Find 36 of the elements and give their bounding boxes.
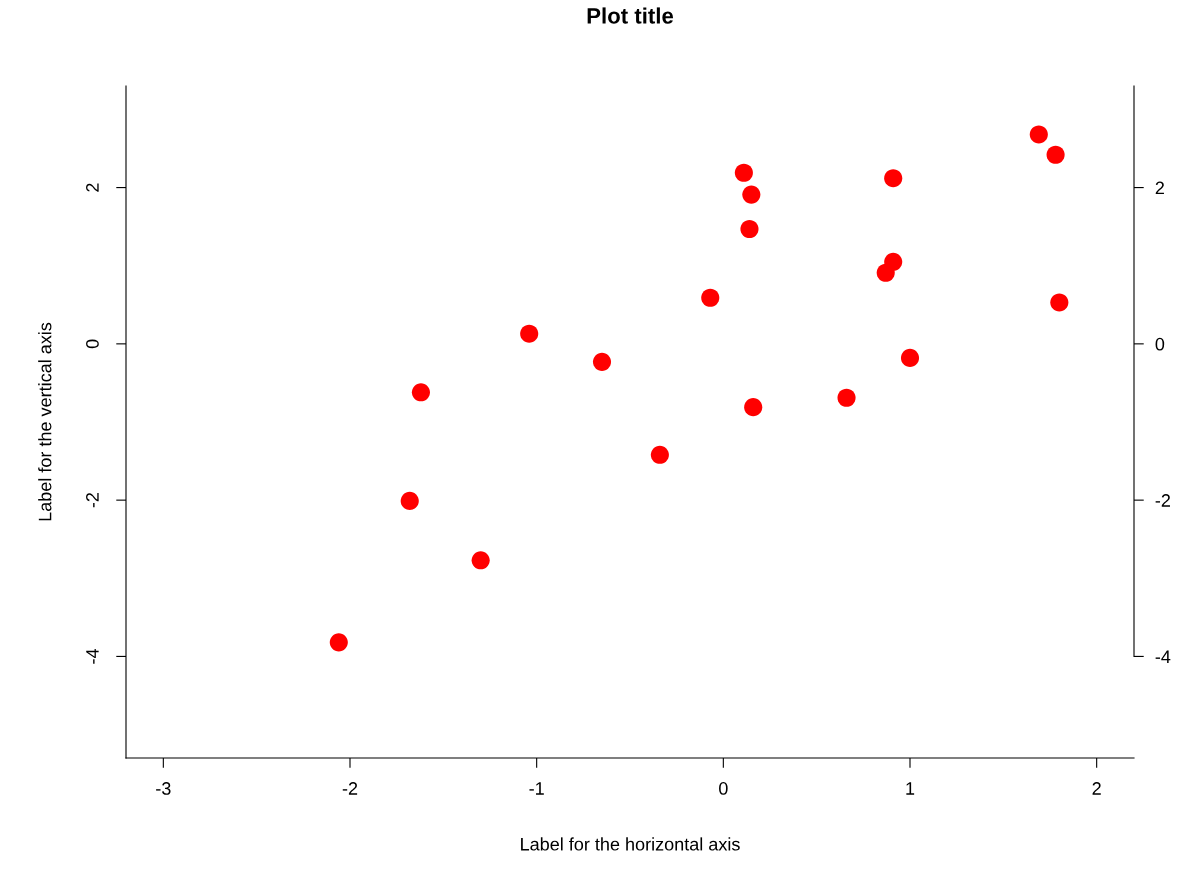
y-tick-label: -2: [86, 493, 99, 508]
point: [701, 288, 720, 307]
y-tick-label: 0: [86, 339, 99, 349]
y-tick-label: 2: [86, 183, 99, 192]
point: [837, 388, 856, 407]
point: [884, 252, 903, 271]
point: [744, 398, 763, 417]
point: [1050, 293, 1069, 312]
y2-tick-label: -2: [1155, 494, 1170, 507]
y-axis-title: Label for the vertical axis: [38, 322, 52, 521]
x-tick-label: 1: [906, 782, 915, 795]
point: [400, 491, 419, 510]
x-tick-label: 0: [719, 782, 728, 795]
point: [900, 348, 920, 367]
point: [520, 324, 539, 343]
y2-tick-label: 0: [1155, 337, 1165, 351]
point: [1046, 145, 1065, 164]
y2-tick-label: 2: [1155, 181, 1164, 195]
y-tick-label: -4: [86, 648, 99, 664]
point: [650, 445, 669, 464]
x-tick-label: -1: [529, 782, 544, 795]
point: [471, 551, 490, 570]
x-tick-label: -2: [342, 782, 358, 795]
point: [592, 352, 612, 371]
point: [734, 163, 753, 182]
y2-tick-label: -4: [1155, 650, 1171, 663]
point: [740, 219, 759, 239]
x-tick-label: -3: [156, 782, 171, 795]
point: [329, 633, 348, 652]
x-tick-label: 2: [1092, 782, 1101, 795]
point: [1029, 125, 1048, 144]
chart-title: Plot title: [587, 7, 674, 24]
x-axis-title: Label for the horizontal axis: [521, 837, 740, 851]
point: [411, 383, 430, 402]
point: [742, 185, 761, 204]
point: [884, 169, 903, 188]
